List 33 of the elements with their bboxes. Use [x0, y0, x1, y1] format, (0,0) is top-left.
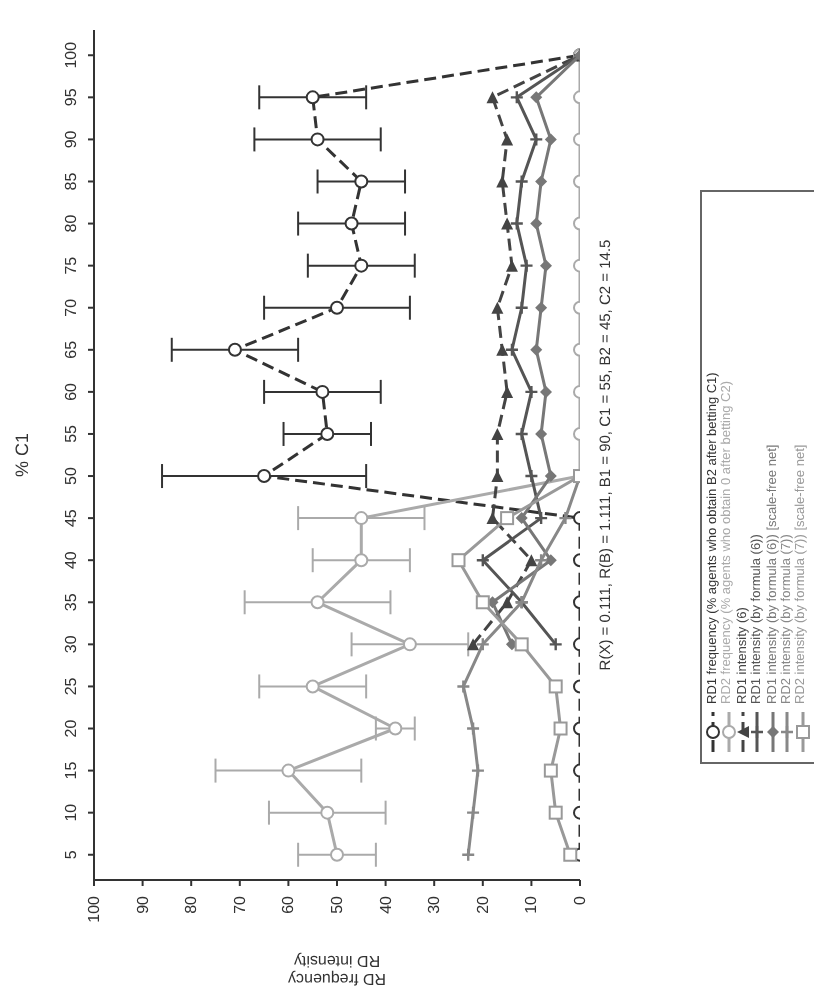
y-tick-label: 90 — [62, 129, 80, 149]
x-tick-label: 80 — [182, 894, 201, 914]
x-tick-label: 20 — [473, 894, 492, 914]
x-tick-label: 40 — [376, 894, 395, 914]
y-tick-label: 25 — [62, 676, 80, 696]
y-tick-label: 80 — [62, 213, 80, 233]
y-tick-label: 40 — [62, 550, 80, 570]
y-tick-label: 85 — [62, 171, 80, 191]
y-tick-label: 5 — [62, 849, 80, 860]
x-tick-label: 90 — [133, 894, 152, 914]
y-tick-label: 20 — [62, 718, 80, 738]
y-tick-label: 45 — [62, 508, 80, 528]
x-tick-label: 50 — [328, 894, 346, 914]
x-tick-label: 60 — [279, 894, 298, 914]
y-tick-label: 70 — [62, 297, 80, 317]
y-tick-label: 100 — [62, 40, 80, 69]
y-tick-label: 60 — [62, 381, 80, 401]
y-tick-label: 10 — [62, 802, 80, 822]
x-tick-label: 70 — [230, 894, 249, 914]
x-tick-label: 30 — [425, 894, 444, 914]
y-tick-label: 30 — [62, 634, 80, 654]
y-tick-label: 55 — [62, 423, 80, 443]
y-tick-label: 35 — [62, 592, 80, 612]
y-tick-label: 50 — [62, 466, 80, 485]
y-tick-label: 75 — [62, 255, 80, 275]
x-tick-label: 100 — [85, 894, 103, 923]
y-tick-label: 65 — [62, 339, 80, 359]
x-axis-title: RD frequency RD intensity — [288, 952, 386, 988]
y-axis-title: % C1 — [12, 432, 32, 478]
y-tick-label: 15 — [62, 760, 80, 780]
y-tick-label: 95 — [62, 87, 80, 107]
x-tick-label: 10 — [522, 894, 541, 914]
x-tick-label: 0 — [571, 894, 589, 905]
